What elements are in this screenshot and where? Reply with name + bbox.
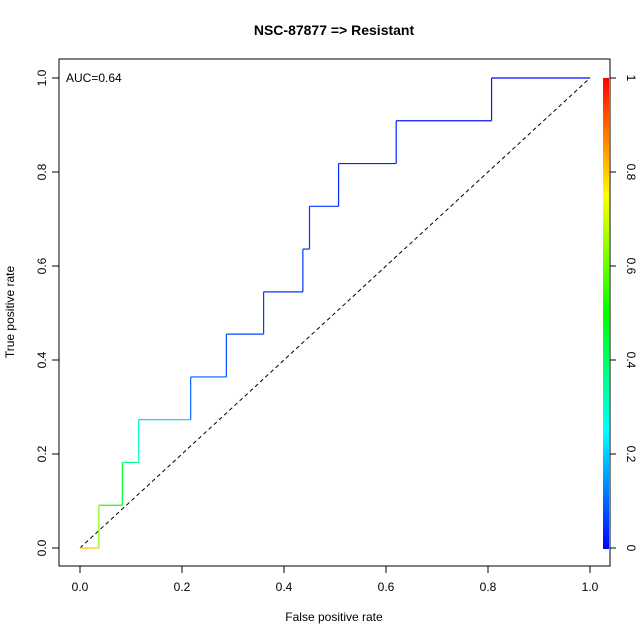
x-axis: 0.0 0.2 0.4 0.6 0.8 1.0 <box>72 565 599 594</box>
x-tick-label: 0.8 <box>480 580 497 594</box>
colorbar-tick-label: 0.8 <box>624 164 638 181</box>
x-tick-label: 0.0 <box>72 580 89 594</box>
auc-annotation: AUC=0.64 <box>66 71 122 85</box>
y-tick-label: 0.0 <box>35 539 49 556</box>
chance-diagonal-line <box>79 77 591 549</box>
x-tick-label: 1.0 <box>582 580 599 594</box>
plot-frame <box>58 58 611 567</box>
y-tick-label: 0.6 <box>35 257 49 274</box>
colorbar-tick-label: 0.6 <box>624 258 638 275</box>
x-tick-label: 0.4 <box>276 580 293 594</box>
y-axis-label: True positive rate <box>3 266 17 359</box>
y-axis: 0.0 0.2 0.4 0.6 0.8 1.0 <box>35 69 60 556</box>
y-tick-label: 0.8 <box>35 163 49 180</box>
y-tick-label: 1.0 <box>35 69 49 86</box>
chart-title: NSC-87877 => Resistant <box>254 22 415 38</box>
colorbar-axis: 0 0.2 0.4 0.6 0.8 1 <box>609 75 638 552</box>
colorbar-tick-label: 0.4 <box>624 352 638 369</box>
colorbar-tick-label: 1 <box>624 75 638 82</box>
colorbar-tick-label: 0 <box>624 545 638 552</box>
colorbar <box>603 78 609 549</box>
x-tick-label: 0.2 <box>174 580 191 594</box>
roc-curve <box>80 77 590 549</box>
x-tick-label: 0.6 <box>378 580 395 594</box>
y-tick-label: 0.4 <box>35 351 49 368</box>
y-tick-label: 0.2 <box>35 445 49 462</box>
colorbar-tick-label: 0.2 <box>624 446 638 463</box>
x-axis-label: False positive rate <box>285 610 383 624</box>
